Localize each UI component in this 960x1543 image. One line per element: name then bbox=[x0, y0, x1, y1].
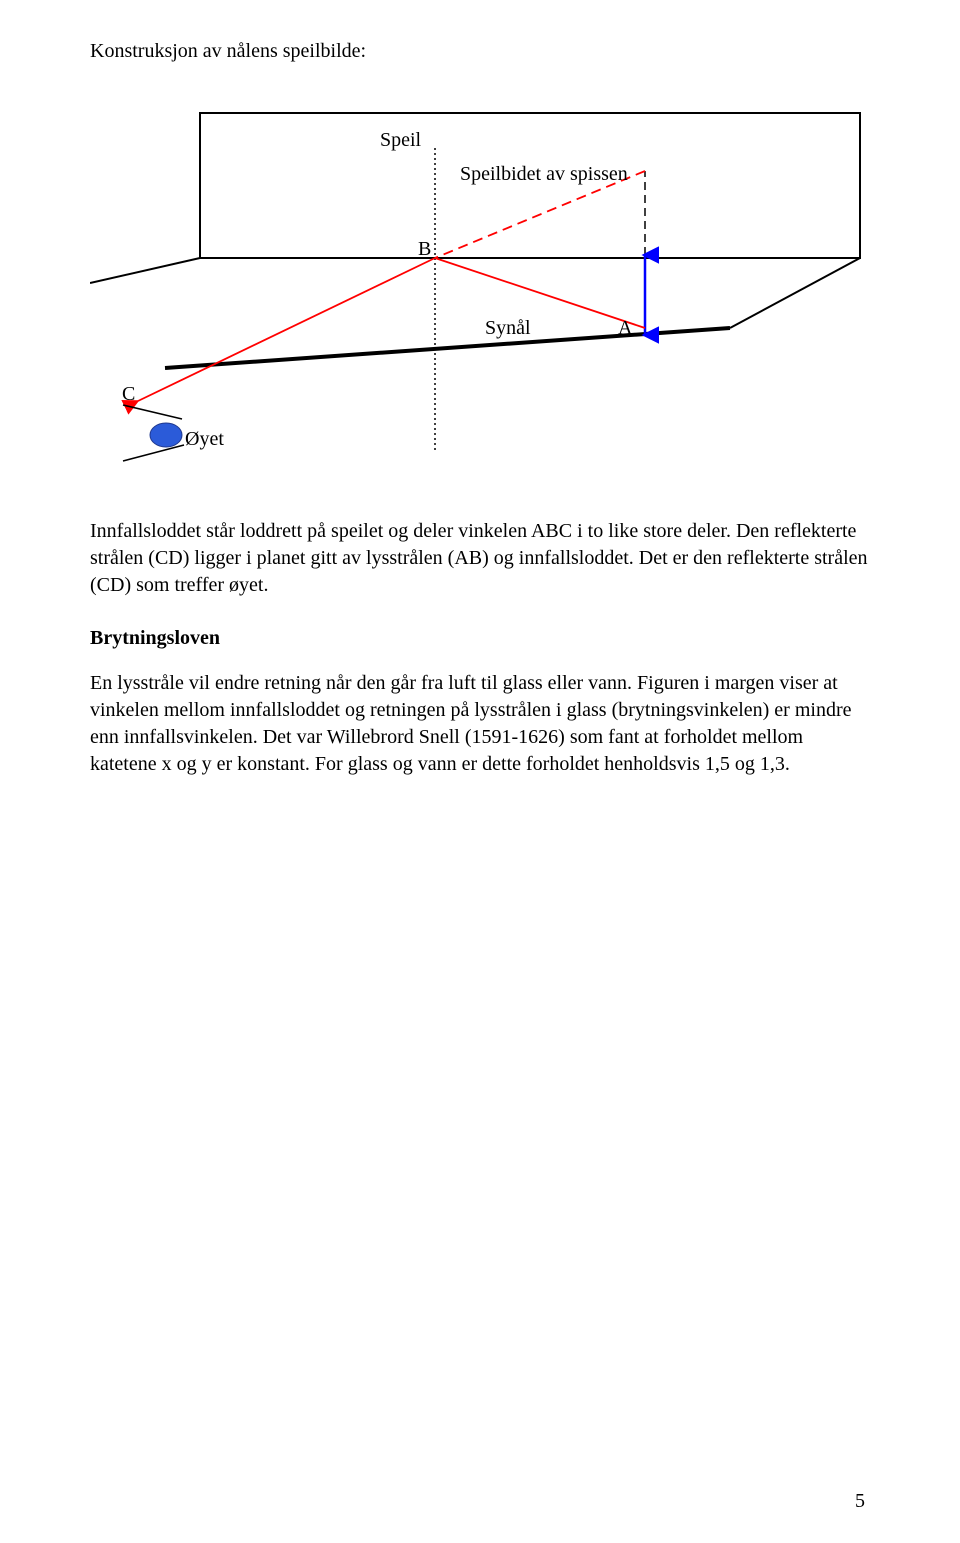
mirror-diagram: Speil Speilbidet av spissen B Synål A C … bbox=[90, 83, 870, 493]
heading-brytningsloven: Brytningsloven bbox=[90, 627, 870, 650]
label-synal: Synål bbox=[485, 317, 531, 340]
label-point-a: A bbox=[618, 317, 632, 340]
label-speilbidet: Speilbidet av spissen bbox=[460, 163, 628, 186]
eye-line bbox=[123, 405, 182, 419]
paragraph-refraction: En lysstråle vil endre retning når den g… bbox=[90, 670, 870, 778]
label-point-b: B bbox=[418, 238, 431, 261]
label-point-c: C bbox=[122, 383, 135, 406]
paragraph-reflection: Innfallsloddet står loddrett på speilet … bbox=[90, 518, 870, 599]
label-speil: Speil bbox=[380, 129, 421, 152]
eye-icon bbox=[150, 423, 182, 447]
incident-ray bbox=[435, 258, 645, 328]
reflected-ray bbox=[138, 258, 435, 401]
eye-line bbox=[123, 445, 184, 461]
mirror-perspective-edge bbox=[90, 258, 200, 283]
mirror-perspective-edge bbox=[730, 258, 860, 328]
label-oyet: Øyet bbox=[185, 428, 224, 451]
page-title: Konstruksjon av nålens speilbilde: bbox=[90, 40, 870, 63]
page-number: 5 bbox=[855, 1490, 865, 1513]
